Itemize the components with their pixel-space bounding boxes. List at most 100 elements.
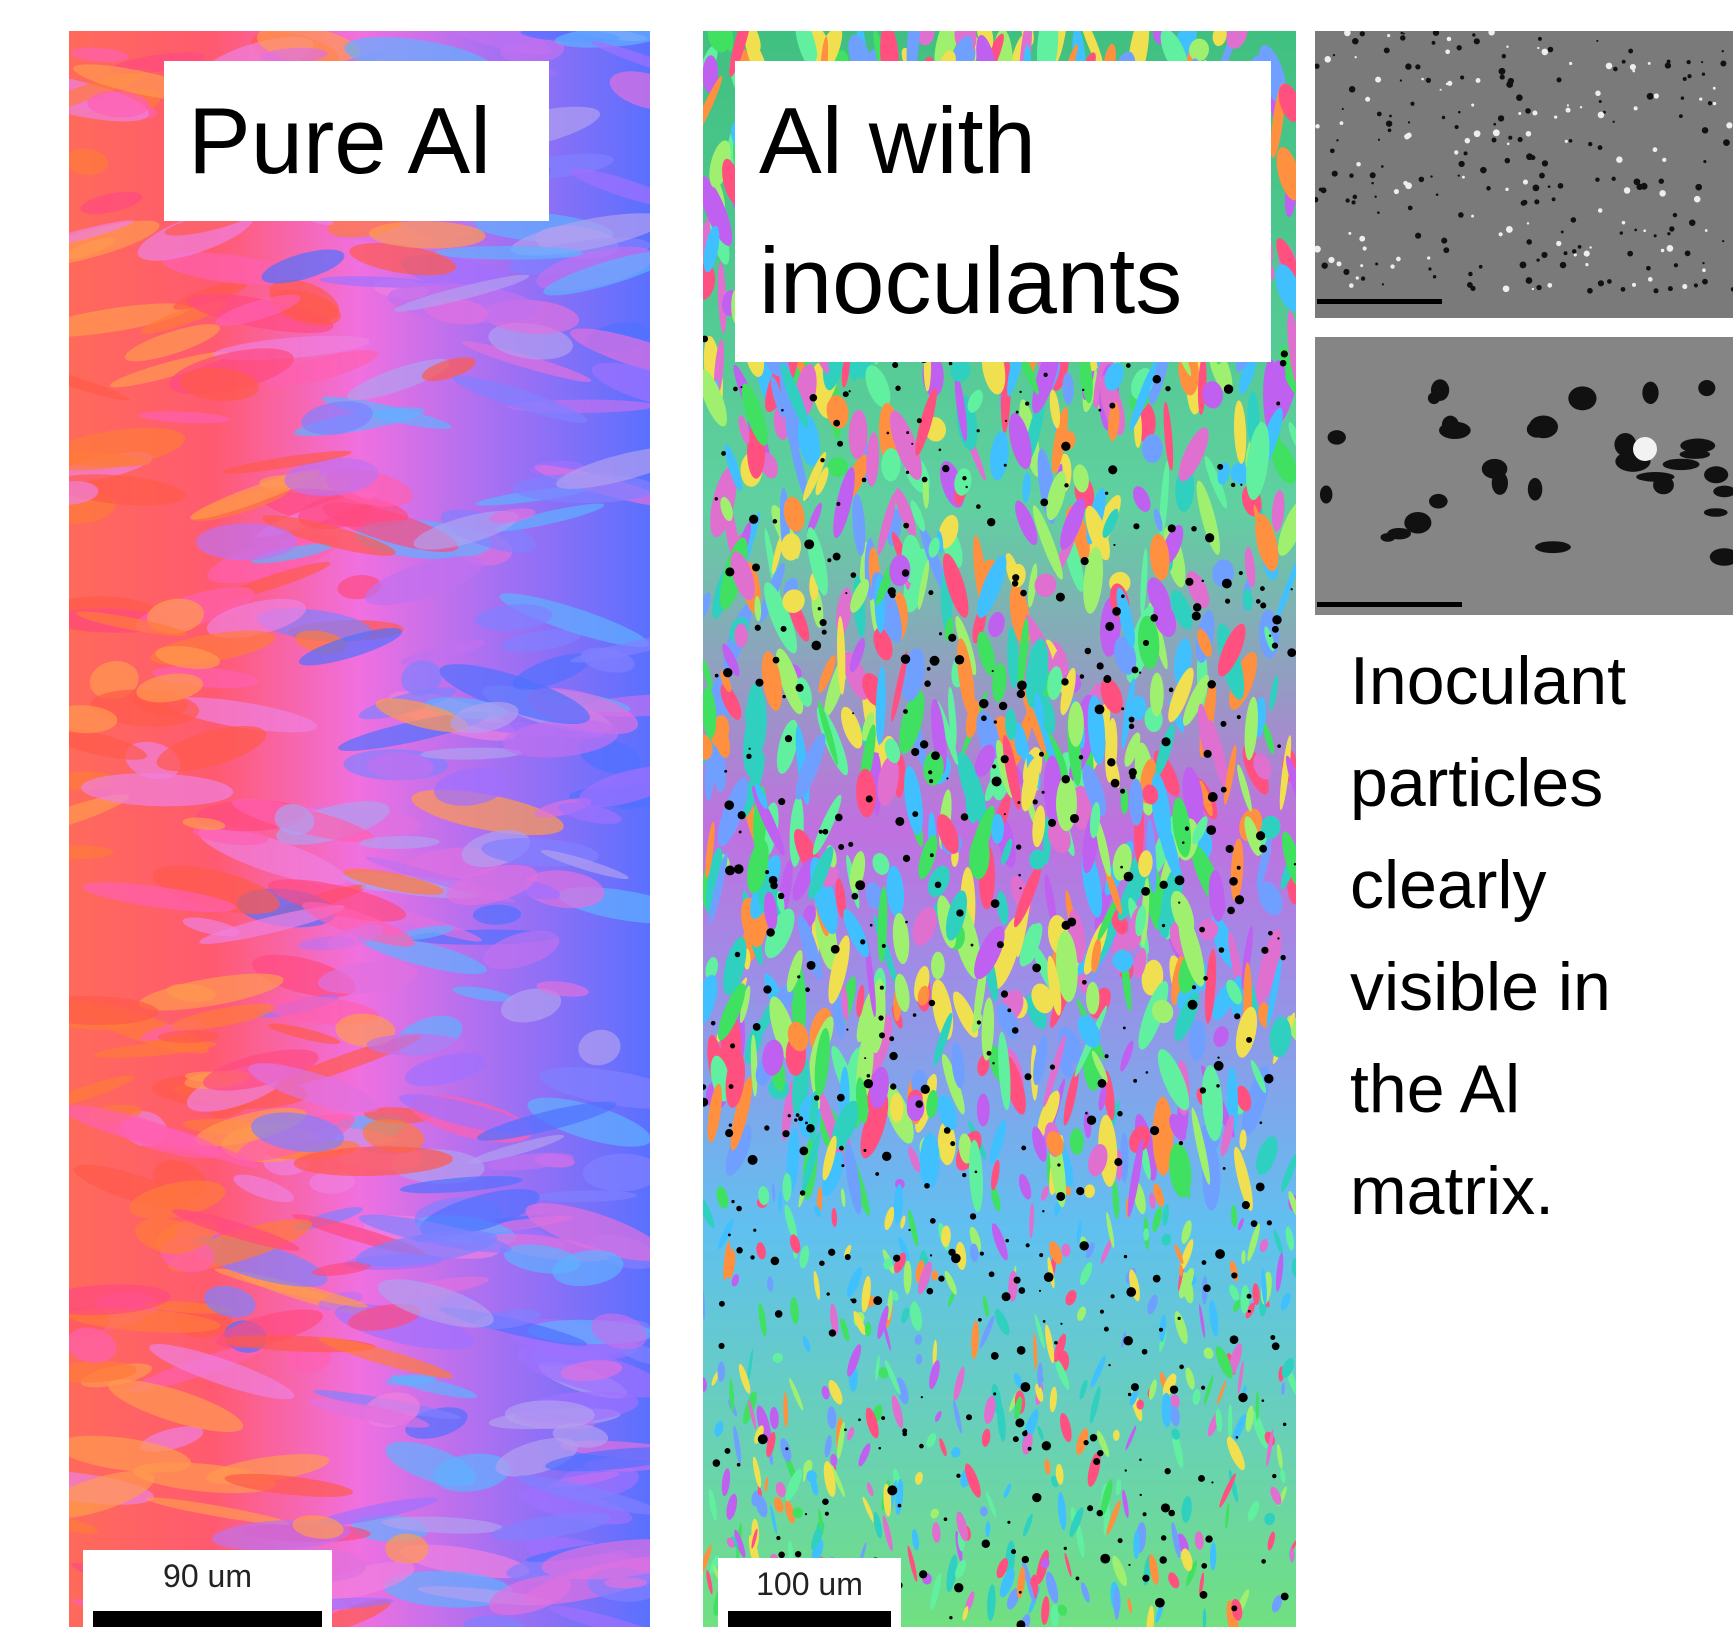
texture-mark: [1272, 1229, 1285, 1255]
texture-mark: [1143, 1512, 1147, 1516]
texture-mark: [1702, 127, 1708, 133]
texture-mark: [1204, 750, 1212, 758]
texture-mark: [1272, 615, 1281, 624]
texture-mark: [1120, 866, 1123, 869]
texture-mark: [814, 1095, 819, 1100]
texture-mark: [1713, 486, 1733, 498]
texture-mark: [819, 1260, 825, 1266]
texture-mark: [1005, 420, 1007, 422]
texture-mark: [1077, 1261, 1094, 1287]
texture-mark: [949, 1616, 952, 1619]
texture-mark: [1708, 101, 1712, 105]
texture-mark: [1643, 229, 1646, 232]
texture-mark: [718, 1343, 724, 1349]
texture-mark: [1217, 1056, 1219, 1058]
texture-mark: [833, 420, 840, 427]
texture-mark: [1508, 136, 1512, 140]
texture-mark: [1674, 263, 1678, 267]
texture-mark: [1568, 386, 1596, 410]
texture-mark: [1025, 1073, 1032, 1080]
texture-mark: [1599, 100, 1602, 103]
texture-mark: [736, 1247, 742, 1253]
texture-mark: [1078, 1379, 1089, 1400]
texture-mark: [917, 418, 922, 423]
texture-mark: [1268, 931, 1273, 936]
texture-mark: [919, 1444, 924, 1449]
texture-mark: [1039, 752, 1044, 757]
texture-mark: [1179, 1141, 1183, 1145]
texture-mark: [1607, 279, 1612, 284]
texture-mark: [807, 961, 816, 970]
texture-mark: [1621, 287, 1626, 292]
texture-mark: [956, 1474, 960, 1478]
texture-mark: [1454, 150, 1458, 154]
texture-mark: [977, 1093, 990, 1126]
texture-mark: [1058, 1412, 1074, 1443]
texture-mark: [1016, 411, 1019, 414]
texture-mark: [1245, 1499, 1261, 1522]
texture-mark: [979, 1506, 988, 1517]
texture-mark: [757, 1302, 768, 1337]
texture-mark: [1349, 86, 1356, 93]
texture-mark: [1181, 1496, 1193, 1523]
texture-mark: [749, 748, 751, 750]
texture-mark: [1251, 927, 1287, 1006]
texture-mark: [950, 1141, 955, 1146]
texture-mark: [783, 1392, 788, 1428]
texture-mark: [738, 811, 746, 819]
texture-mark: [1654, 93, 1659, 98]
texture-mark: [927, 1288, 934, 1295]
texture-mark: [889, 592, 895, 598]
texture-mark: [1191, 526, 1197, 532]
texture-mark: [1389, 115, 1392, 118]
texture-mark: [1231, 1272, 1237, 1278]
texture-mark: [1396, 257, 1401, 262]
texture-mark: [1110, 1294, 1114, 1298]
texture-mark: [927, 667, 931, 671]
sem-particles: [1315, 31, 1733, 318]
texture-mark: [714, 1185, 730, 1210]
texture-mark: [785, 735, 792, 742]
texture-mark: [1620, 231, 1623, 234]
texture-mark: [1076, 1187, 1084, 1195]
texture-mark: [878, 1015, 883, 1020]
texture-mark: [906, 1209, 920, 1247]
texture-mark: [752, 563, 760, 571]
texture-mark: [1114, 1158, 1122, 1166]
texture-mark: [1315, 246, 1321, 253]
texture-mark: [1505, 158, 1511, 164]
texture-mark: [819, 830, 823, 834]
texture-mark: [1043, 373, 1047, 377]
texture-mark: [1507, 143, 1510, 146]
caption-line: particles: [1350, 732, 1626, 834]
texture-mark: [1539, 173, 1545, 179]
texture-mark: [1063, 1288, 1078, 1307]
texture-mark: [845, 1254, 851, 1260]
texture-mark: [1589, 246, 1591, 248]
texture-mark: [1201, 1563, 1207, 1569]
texture-mark: [1118, 1039, 1136, 1072]
texture-mark: [1097, 1510, 1103, 1516]
texture-mark: [820, 458, 824, 462]
texture-mark: [1281, 1382, 1285, 1395]
texture-mark: [1400, 35, 1405, 40]
texture-mark: [1630, 64, 1636, 70]
texture-mark: [1161, 737, 1170, 746]
texture-mark: [1146, 1071, 1149, 1074]
texture-mark: [1648, 277, 1653, 282]
texture-mark: [766, 928, 774, 936]
texture-mark: [1019, 391, 1021, 393]
texture-mark: [764, 1125, 769, 1130]
texture-mark: [1097, 662, 1104, 669]
slide: {"panels": [ {"label": ["Pure Al"], "sca…: [0, 0, 1733, 1627]
texture-mark: [785, 1447, 788, 1450]
texture-mark: [1018, 874, 1021, 877]
texture-mark: [1606, 63, 1613, 70]
texture-mark: [794, 1118, 797, 1121]
texture-mark: [806, 1124, 815, 1133]
texture-mark: [1360, 264, 1363, 267]
caption-line: the Al: [1350, 1038, 1626, 1140]
texture-mark: [982, 1540, 990, 1548]
texture-mark: [991, 899, 1000, 908]
texture-mark: [1103, 675, 1111, 683]
